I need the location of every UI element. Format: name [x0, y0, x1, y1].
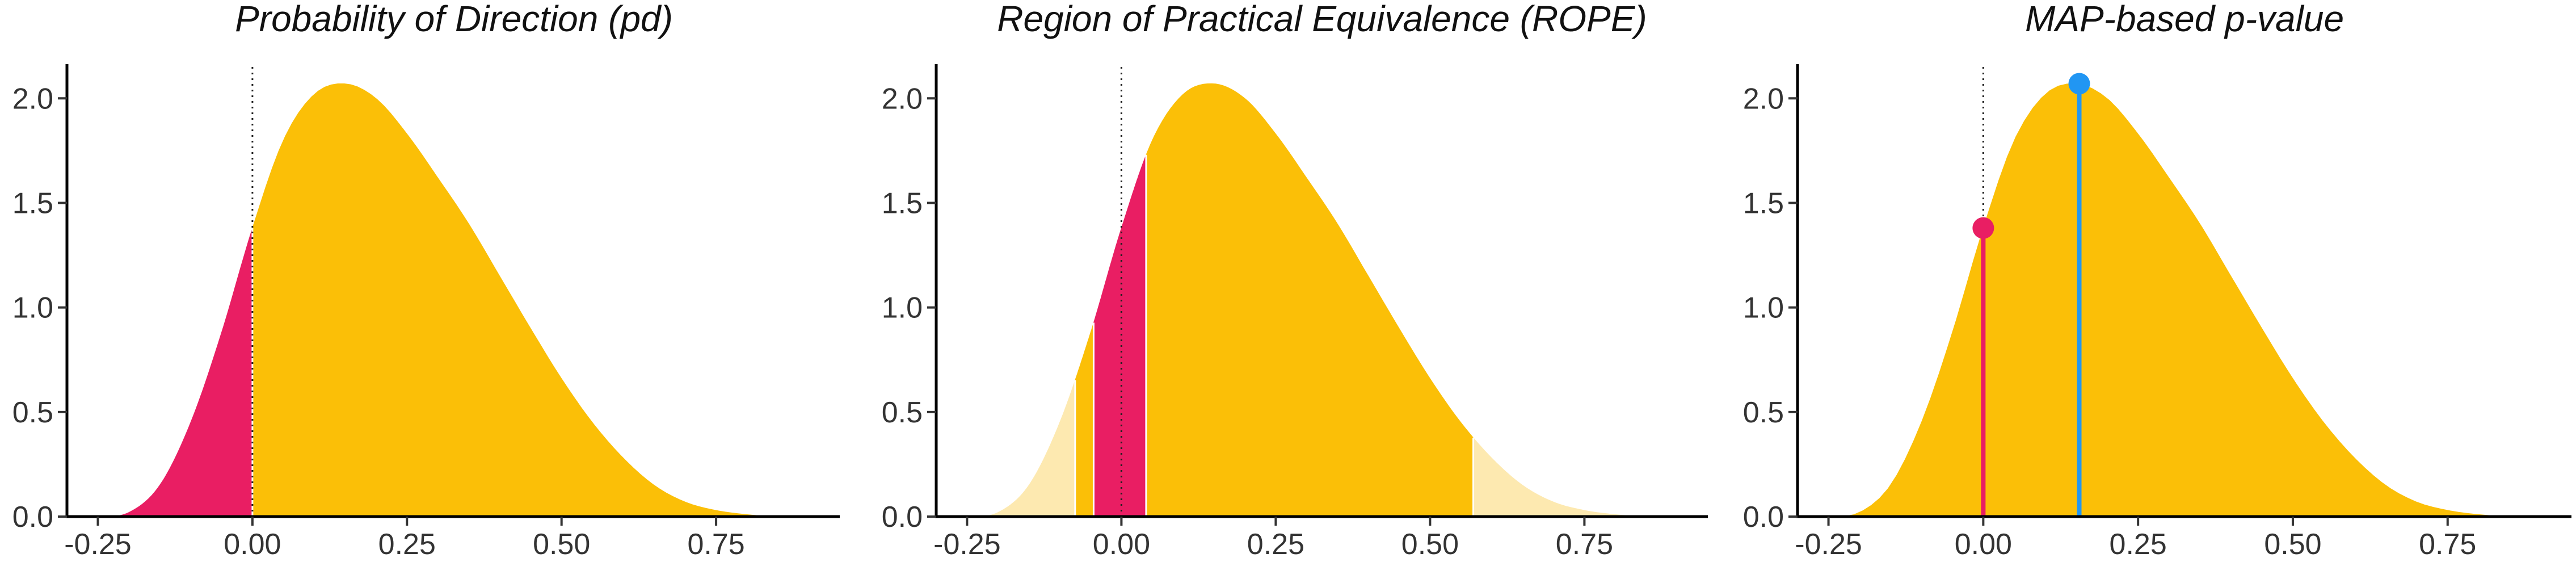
x-tick-label: -0.25: [933, 528, 1001, 561]
x-tick-label: -0.25: [1795, 528, 1862, 561]
lollipop-point-1: [1972, 217, 1994, 239]
x-tick-label: 0.50: [533, 528, 590, 561]
y-tick-label: 1.0: [882, 292, 923, 325]
y-tick-label: 0.5: [12, 396, 53, 429]
x-tick-label: 0.25: [378, 528, 436, 561]
density-region-5: [1473, 437, 1647, 517]
chart-title: Region of Practical Equivalence (ROPE): [997, 0, 1647, 39]
x-tick-label: 0.00: [1955, 528, 2012, 561]
x-tick-label: 0.00: [1093, 528, 1150, 561]
density-region-1: [98, 228, 253, 517]
y-tick-label: 1.5: [12, 187, 53, 220]
y-tick-label: 0.0: [12, 501, 53, 534]
x-tick-label: 0.00: [224, 528, 281, 561]
x-tick-label: 0.75: [687, 528, 744, 561]
y-tick-label: 1.0: [1743, 292, 1784, 325]
lollipop-point-2: [2068, 73, 2090, 95]
y-tick-label: 0.0: [882, 501, 923, 534]
chart-panel-2: Region of Practical Equivalence (ROPE) 0.…: [882, 0, 1708, 561]
x-tick-label: -0.25: [64, 528, 132, 561]
y-tick-label: 2.0: [12, 82, 53, 115]
density-region-4: [1146, 83, 1474, 517]
x-tick-label: 0.50: [2264, 528, 2321, 561]
y-tick-label: 2.0: [1743, 82, 1784, 115]
chart-panel-1: Probability of Direction (pd) 0.0 0.5 1.0 1.…: [12, 0, 840, 561]
y-tick-label: 1.0: [12, 292, 53, 325]
density-region-2: [1075, 322, 1094, 517]
x-tick-label: 0.75: [2419, 528, 2476, 561]
density-region-3: [1093, 154, 1147, 517]
density-region-1: [1828, 83, 2510, 517]
x-tick-label: 0.75: [1556, 528, 1613, 561]
y-tick-label: 0.5: [882, 396, 923, 429]
density-region-1: [967, 380, 1076, 517]
y-tick-label: 1.5: [1743, 187, 1784, 220]
y-tick-label: 2.0: [882, 82, 923, 115]
chart-title: MAP-based p-value: [2025, 0, 2344, 39]
chart-title: Probability of Direction (pd): [235, 0, 673, 39]
chart-panel-3: MAP-based p-value 0.0 0.5 1.0 1.5 2.0 -0.25 0.0…: [1743, 0, 2571, 561]
x-tick-label: 0.50: [1401, 528, 1459, 561]
y-tick-label: 1.5: [882, 187, 923, 220]
y-tick-label: 0.0: [1743, 501, 1784, 534]
x-tick-label: 0.25: [2110, 528, 2167, 561]
density-region-2: [252, 83, 778, 517]
x-tick-label: 0.25: [1247, 528, 1304, 561]
y-tick-label: 0.5: [1743, 396, 1784, 429]
